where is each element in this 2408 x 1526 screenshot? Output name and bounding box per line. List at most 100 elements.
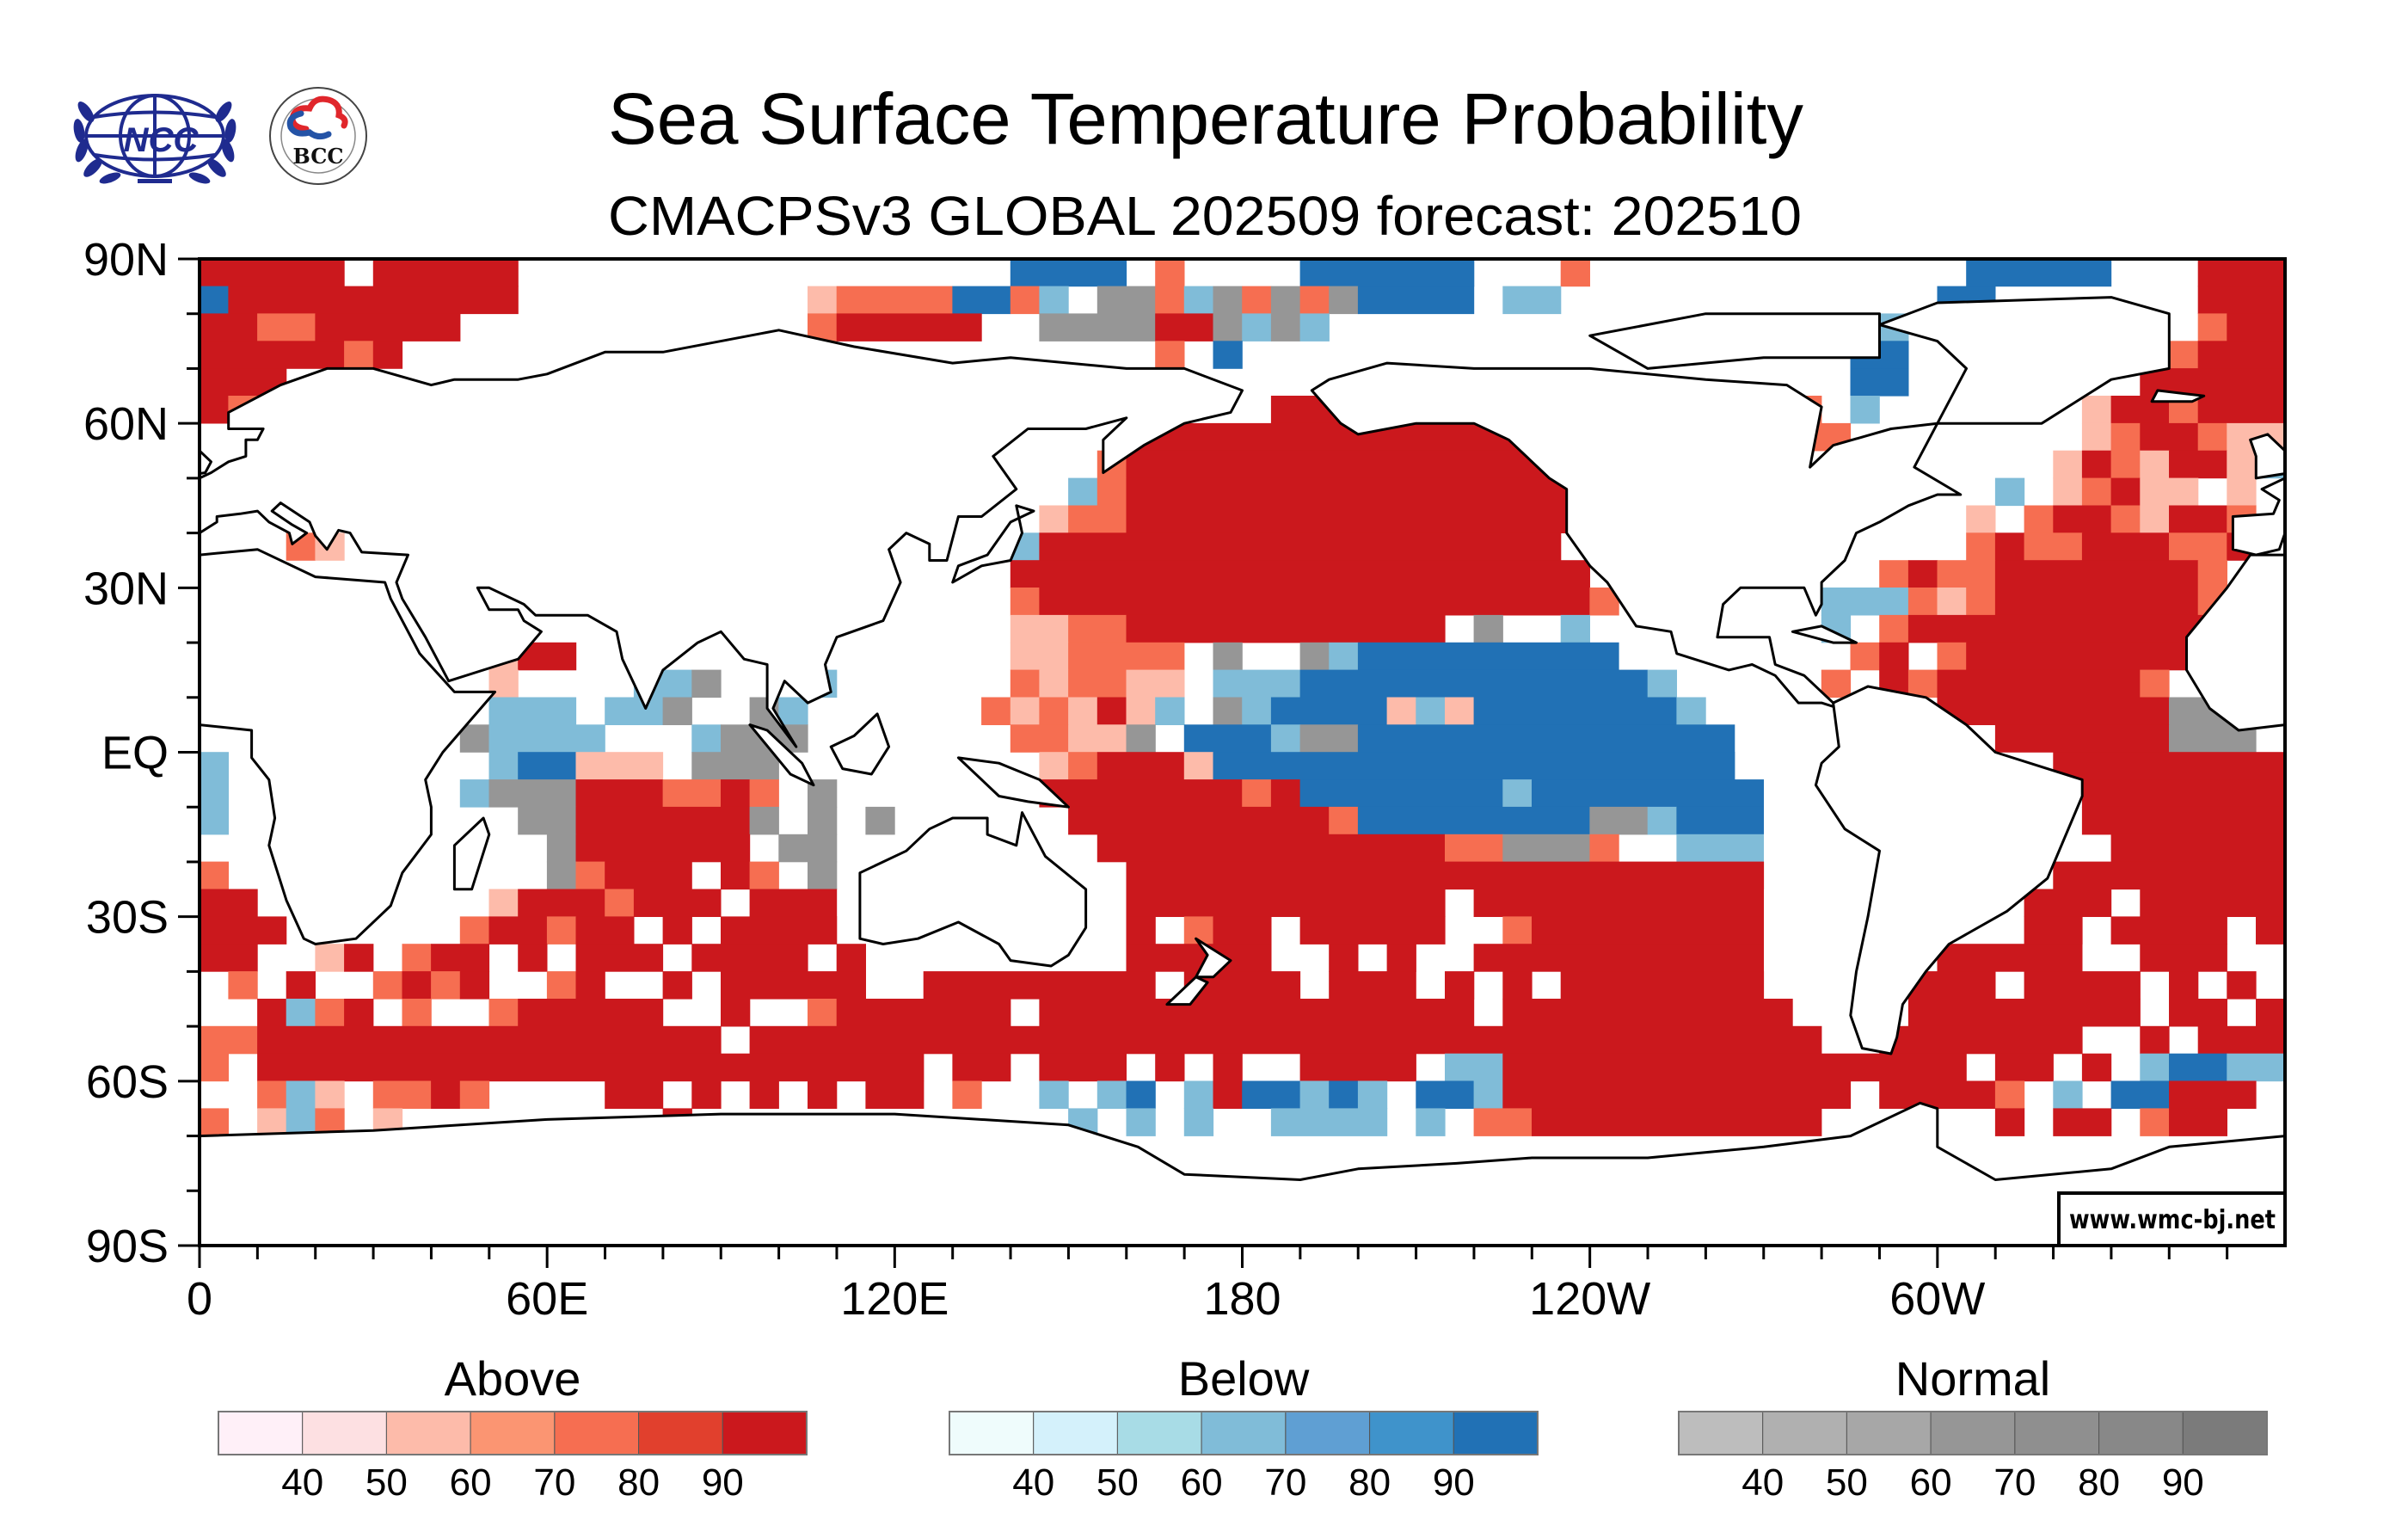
map-axes: 90N 60N 30N EQ 30S 60S 90S 0 60E 120E 180 120W 60W bbox=[83, 234, 2229, 1325]
map-cell bbox=[315, 1080, 345, 1109]
legend-tick-label: 50 bbox=[1096, 1461, 1139, 1504]
map-cell bbox=[1329, 806, 1359, 835]
map-cell bbox=[575, 752, 664, 780]
map-cell bbox=[721, 971, 866, 1000]
map-cell bbox=[1010, 614, 1069, 643]
coastline-britain bbox=[200, 448, 212, 476]
map-cell bbox=[1994, 477, 2025, 507]
legend-tick-label: 80 bbox=[617, 1461, 660, 1504]
map-cell bbox=[721, 916, 838, 945]
map-cell bbox=[2197, 341, 2285, 369]
map-cell bbox=[1966, 532, 1996, 561]
map-cell bbox=[2140, 944, 2227, 972]
map-cell bbox=[1416, 697, 1446, 725]
map-cell bbox=[1994, 560, 2199, 588]
map-cell bbox=[1299, 669, 1649, 698]
y-tick-label: 60N bbox=[83, 398, 169, 450]
map-cell bbox=[1357, 806, 1590, 835]
map-cell bbox=[808, 861, 838, 890]
map-cell bbox=[2024, 916, 2083, 945]
map-cell bbox=[2169, 1080, 2257, 1109]
map-cell bbox=[431, 971, 461, 1000]
map-cell bbox=[546, 916, 577, 945]
map-cell bbox=[1183, 286, 1214, 315]
map-cell bbox=[1473, 614, 1503, 643]
map-cell bbox=[1213, 669, 1301, 698]
map-cell bbox=[1907, 614, 2227, 643]
map-cell bbox=[1183, 752, 1214, 780]
map-cell bbox=[315, 999, 345, 1027]
map-cell bbox=[1386, 944, 1416, 972]
legend-frame bbox=[218, 1411, 808, 1455]
map-cell bbox=[518, 752, 577, 780]
map-cell bbox=[2227, 477, 2257, 507]
map-cell bbox=[1532, 1108, 1822, 1136]
map-cell bbox=[575, 944, 664, 972]
map-cell bbox=[1270, 286, 1301, 315]
map-cell bbox=[1502, 286, 1562, 315]
map-cell bbox=[2169, 505, 2227, 533]
legend-title: Below bbox=[1178, 1351, 1310, 1406]
legend-swatch bbox=[1453, 1411, 1539, 1455]
map-cell bbox=[923, 971, 1156, 1000]
map-cell bbox=[1821, 669, 1852, 698]
map-cell bbox=[2110, 477, 2141, 507]
map-cell bbox=[1155, 1053, 1185, 1082]
map-cell bbox=[1126, 944, 1272, 972]
legend-swatch bbox=[470, 1411, 556, 1455]
map-cell bbox=[402, 944, 432, 972]
map-cell bbox=[1096, 834, 1446, 863]
map-cell bbox=[1994, 1053, 2054, 1082]
map-cell bbox=[344, 944, 374, 972]
map-cell bbox=[257, 1080, 287, 1109]
bcc-logo: BCC bbox=[269, 87, 367, 185]
coastline-eurasia bbox=[2231, 477, 2285, 557]
map-cell bbox=[2081, 806, 2285, 835]
map-cell bbox=[1445, 697, 1475, 725]
map-cell bbox=[1039, 1053, 1127, 1082]
map-cell bbox=[1994, 724, 2170, 753]
map-cell bbox=[1445, 971, 1475, 1000]
map-cell bbox=[2197, 313, 2227, 342]
map-cell bbox=[488, 779, 577, 808]
legend-swatch bbox=[1033, 1411, 1118, 1455]
map-cell bbox=[1937, 697, 2170, 725]
map-cell bbox=[1329, 1080, 1359, 1109]
map-cell bbox=[1010, 286, 1041, 315]
map-cell bbox=[1242, 1080, 1301, 1109]
legend-tick-label: 60 bbox=[1910, 1461, 1952, 1504]
map-cell bbox=[749, 1080, 779, 1109]
map-cell bbox=[2197, 396, 2285, 424]
map-cell bbox=[1502, 1080, 1852, 1109]
map-cell bbox=[778, 697, 808, 725]
x-tick-label: 120W bbox=[1529, 1273, 1650, 1325]
x-tick-label: 120E bbox=[840, 1273, 949, 1325]
map-cell bbox=[662, 779, 722, 808]
map-cell bbox=[1907, 588, 1938, 616]
map-cell bbox=[2081, 396, 2112, 424]
map-cell bbox=[1329, 286, 1359, 315]
coastline-japan bbox=[951, 504, 1035, 584]
map-cell bbox=[778, 834, 838, 863]
legend-tick-label: 50 bbox=[366, 1461, 408, 1504]
map-cell bbox=[431, 944, 490, 972]
coastline-australia bbox=[858, 811, 1088, 968]
map-cell bbox=[836, 286, 953, 315]
map-cell bbox=[2053, 1080, 2083, 1109]
map-cell bbox=[2110, 505, 2141, 533]
map-cell bbox=[1532, 916, 1764, 945]
map-cell bbox=[2110, 450, 2141, 479]
map-cell bbox=[2110, 834, 2285, 863]
map-cell bbox=[1994, 1080, 2025, 1109]
map-cell bbox=[1647, 669, 1677, 698]
map-cell bbox=[1126, 614, 1446, 643]
map-cell bbox=[1473, 1080, 1503, 1109]
map-cell bbox=[1039, 532, 1562, 561]
map-cell bbox=[459, 779, 490, 808]
map-cell bbox=[1068, 477, 1098, 507]
map-cell bbox=[952, 1053, 1011, 1082]
map-cell bbox=[1183, 1080, 1214, 1109]
map-cell bbox=[459, 916, 490, 945]
coastline-south-america bbox=[1814, 685, 2084, 1055]
map-cell bbox=[1270, 1108, 1388, 1136]
